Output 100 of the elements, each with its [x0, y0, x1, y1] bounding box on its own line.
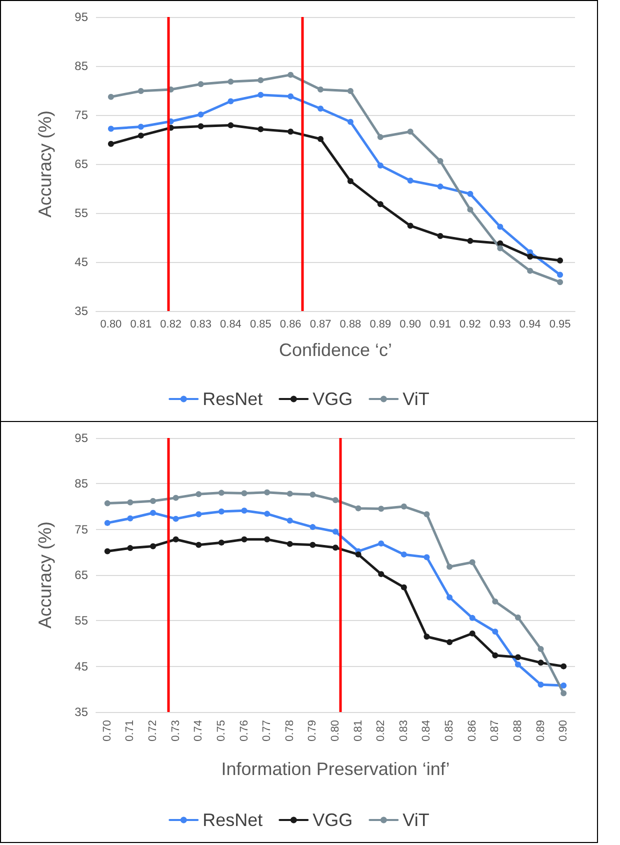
point	[286, 540, 293, 547]
legend-label: VGG	[312, 810, 353, 830]
y-tick-label: 85	[74, 476, 88, 491]
x-tick-label: 0.88	[512, 720, 524, 742]
point	[104, 548, 110, 554]
point	[446, 594, 453, 600]
x-tick-label: 0.81	[352, 720, 364, 742]
x-tick-label: 0.92	[460, 318, 481, 330]
point	[310, 524, 316, 530]
point	[446, 639, 453, 646]
point	[288, 128, 294, 135]
point	[514, 654, 521, 660]
point	[318, 86, 324, 93]
point	[318, 106, 324, 112]
legend-label: ViT	[402, 389, 430, 409]
point	[241, 508, 248, 514]
y-tick-label: 85	[74, 59, 88, 73]
point	[527, 254, 534, 260]
y-axis-title: Accuracy (%)	[35, 110, 55, 218]
point	[514, 662, 521, 668]
point	[127, 499, 134, 506]
point	[196, 511, 202, 518]
point	[560, 690, 567, 696]
point	[378, 540, 384, 546]
x-tick-label: 0.86	[466, 720, 478, 742]
x-tick-label: 0.71	[124, 720, 136, 742]
point	[400, 504, 407, 510]
point	[332, 544, 338, 551]
point	[377, 201, 384, 208]
x-tick-label: 0.74	[192, 720, 205, 742]
point	[286, 518, 293, 524]
point	[241, 536, 248, 542]
x-tick-label: 0.85	[444, 720, 456, 742]
x-tick-label: 0.76	[238, 720, 250, 742]
x-tick-label: 0.86	[280, 318, 302, 330]
legend-label: VGG	[312, 389, 353, 409]
y-tick-label: 35	[74, 304, 88, 318]
point	[104, 520, 110, 526]
x-tick-label: 0.87	[489, 720, 502, 742]
point	[218, 540, 224, 546]
point	[198, 112, 204, 118]
legend-label: ResNet	[202, 389, 263, 409]
point	[377, 162, 384, 168]
point	[138, 132, 144, 139]
point	[150, 498, 156, 504]
point	[407, 178, 414, 184]
point	[241, 490, 248, 496]
point	[377, 134, 384, 140]
point	[497, 224, 504, 230]
x-tick-label: 0.89	[370, 318, 392, 330]
point	[424, 554, 430, 560]
point	[492, 598, 498, 604]
point	[258, 92, 264, 98]
x-tick-label: 0.73	[170, 720, 182, 742]
point	[332, 528, 338, 535]
point	[198, 123, 204, 130]
point	[196, 491, 202, 498]
point	[514, 614, 521, 620]
point	[286, 490, 293, 497]
x-tick-label: 0.78	[284, 720, 296, 742]
x-tick-label: 0.75	[215, 720, 228, 742]
point	[492, 628, 498, 635]
point	[332, 497, 338, 504]
x-tick-label: 0.82	[160, 318, 182, 330]
point	[108, 126, 114, 132]
x-tick-label: 0.82	[375, 720, 388, 742]
point	[258, 77, 264, 84]
point	[467, 238, 474, 244]
point	[469, 559, 476, 566]
x-tick-label: 0.83	[190, 318, 212, 330]
point	[492, 652, 498, 658]
point	[538, 646, 544, 652]
y-tick-label: 95	[74, 10, 88, 24]
point	[355, 551, 362, 558]
point	[218, 490, 224, 496]
x-tick-label: 0.80	[330, 720, 342, 742]
x-tick-label: 0.90	[400, 318, 422, 330]
point	[557, 272, 564, 278]
point	[437, 158, 444, 164]
point	[150, 543, 156, 550]
point	[538, 682, 544, 688]
point	[378, 571, 384, 578]
point	[258, 126, 264, 132]
point	[400, 584, 407, 590]
point	[407, 128, 414, 135]
x-tick-label: 0.83	[398, 720, 410, 742]
point	[557, 279, 564, 286]
point	[560, 682, 567, 689]
point	[497, 245, 504, 252]
point	[138, 124, 144, 130]
point	[347, 88, 354, 94]
point	[288, 93, 294, 100]
point	[446, 564, 453, 570]
y-tick-label: 45	[74, 659, 88, 674]
point	[228, 122, 234, 128]
point	[108, 94, 114, 100]
point	[469, 630, 476, 636]
point	[347, 178, 354, 184]
point	[150, 510, 156, 516]
point	[228, 78, 234, 85]
